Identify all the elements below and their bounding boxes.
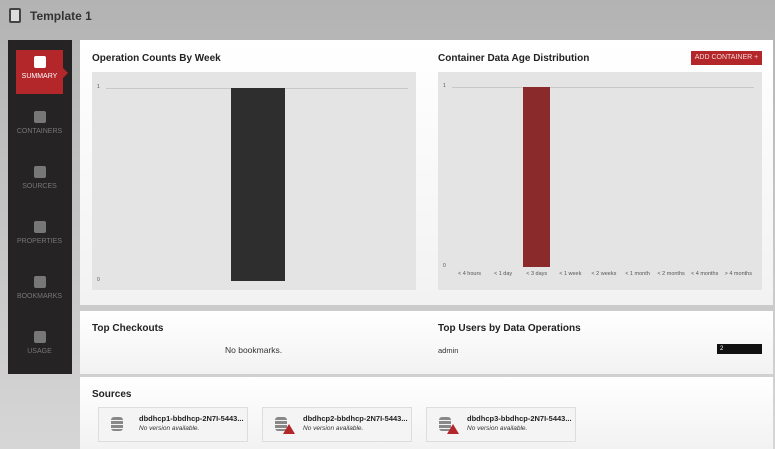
sidebar-item-label: SOURCES (22, 183, 57, 190)
x-tick-label: < 1 day (493, 271, 513, 277)
x-tick-label: < 4 months (691, 271, 719, 277)
sidebar-item-properties[interactable]: PROPERTIES (16, 215, 63, 259)
source-card[interactable]: dbdhcp1-bbdhcp-2N7I-5443... No version av… (98, 407, 248, 442)
usage-icon (33, 331, 46, 343)
add-container-button[interactable]: ADD CONTAINER + (691, 51, 762, 65)
activity-panel (80, 311, 773, 374)
source-name: dbdhcp3-bbdhcp-2N7I-5443... (467, 414, 572, 423)
source-version: No version available. (303, 425, 364, 432)
sidebar-item-bookmarks[interactable]: BOOKMARKS (16, 270, 63, 314)
sidebar-item-label: CONTAINERS (16, 128, 63, 135)
sidebar-item-label: PROPERTIES (17, 238, 62, 245)
sidebar: SUMMARY CONTAINERS SOURCES PROPERTIES BOOKMA… (8, 40, 72, 374)
bar[interactable] (231, 88, 285, 281)
source-name: dbdhcp1-bbdhcp-2N7I-5443... (139, 414, 244, 423)
source-version: No version available. (139, 425, 200, 432)
sidebar-item-label: BOOKMARKS (16, 293, 63, 300)
document-icon (9, 8, 21, 23)
sidebar-item-containers[interactable]: CONTAINERS (16, 105, 63, 149)
x-tick-label: < 2 months (657, 271, 685, 277)
user-count-bar: 2 (717, 344, 762, 354)
source-version: No version available. (467, 425, 528, 432)
x-tick-label: < 4 hours (457, 271, 482, 277)
top-checkouts-title: Top Checkouts (92, 323, 164, 334)
x-tick-label: < 3 days (526, 271, 548, 277)
top-users-title: Top Users by Data Operations (438, 323, 581, 334)
sidebar-item-label: SUMMARY (21, 73, 58, 80)
data-age-chart: 1 0 < 4 hours < 1 day < 3 days < 1 week < 2 we… (438, 72, 762, 290)
x-tick-label: < 1 month (625, 271, 650, 277)
gridline (452, 87, 754, 88)
layers-icon (33, 221, 46, 233)
source-name: dbdhcp2-bbdhcp-2N7I-5443... (303, 414, 408, 423)
sidebar-item-label: USAGE (27, 348, 52, 355)
database-icon (33, 166, 46, 178)
y-tick-label: 0 (97, 277, 100, 283)
sidebar-item-sources[interactable]: SOURCES (16, 160, 63, 204)
user-name: admin (438, 346, 459, 355)
document-icon (33, 56, 46, 68)
y-tick-label: 0 (443, 263, 446, 269)
y-tick-label: 1 (443, 83, 446, 89)
sidebar-item-summary[interactable]: SUMMARY (16, 50, 68, 94)
x-tick-label: < 2 weeks (591, 271, 617, 277)
container-icon (33, 111, 46, 123)
chart-title: Operation Counts By Week (92, 53, 221, 64)
page-title: Template 1 (30, 9, 92, 23)
sources-title: Sources (92, 389, 132, 400)
bookmark-icon (33, 276, 46, 288)
x-tick-label: > 4 months (724, 271, 752, 277)
chart-title: Container Data Age Distribution (438, 53, 590, 64)
no-bookmarks-text: No bookmarks. (225, 345, 283, 355)
y-tick-label: 1 (97, 84, 100, 90)
warning-icon (283, 424, 295, 434)
bar[interactable] (523, 87, 551, 267)
x-tick-label: < 1 week (559, 271, 582, 277)
source-card[interactable]: dbdhcp3-bbdhcp-2N7I-5443... No version av… (426, 407, 576, 442)
database-icon (111, 417, 123, 431)
warning-icon (447, 424, 459, 434)
sidebar-item-usage[interactable]: USAGE (16, 325, 63, 369)
source-card[interactable]: dbdhcp2-bbdhcp-2N7I-5443... No version av… (262, 407, 412, 442)
